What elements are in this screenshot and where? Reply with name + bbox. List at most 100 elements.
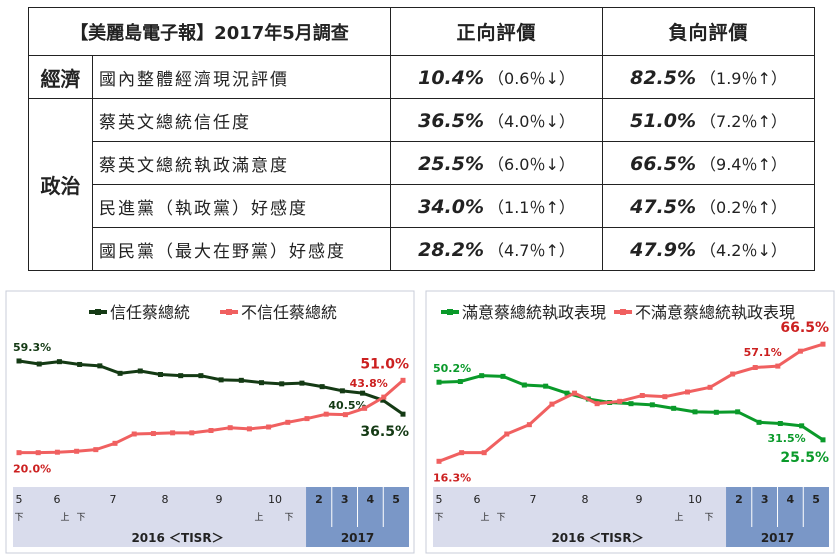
category-economy: 經濟: [28, 55, 93, 99]
x-tick-label: 2: [735, 493, 743, 506]
header-negative: 負向評價: [602, 7, 815, 56]
x-tick-label: 4: [787, 493, 795, 506]
data-point: [775, 363, 781, 369]
x-tick-label: 7: [110, 493, 117, 506]
year-label-2016: 2016 ＜TISR＞: [131, 531, 223, 545]
point-label: 40.5%: [328, 399, 366, 412]
legend-label: 信任蔡總統: [110, 303, 190, 322]
data-point: [671, 405, 677, 411]
data-point: [730, 371, 736, 377]
point-label: 43.8%: [350, 377, 388, 390]
data-point: [797, 348, 803, 354]
negative-value: 51.0%: [630, 110, 697, 132]
data-point: [526, 422, 532, 428]
positive-cell: 34.0% （1.1％↑）: [390, 184, 603, 228]
year-band-2016: [433, 527, 727, 547]
legend-marker: [226, 309, 233, 315]
x-tick-label: 3: [341, 493, 349, 506]
positive-cell: 36.5% （4.0％↓）: [390, 98, 603, 142]
table-row: 政治 蔡英文總統信任度 36.5% （4.0％↓） 51.0% （7.2％↑）: [28, 98, 815, 271]
x-half-label: 下: [496, 513, 505, 523]
data-point: [639, 393, 645, 398]
data-point: [362, 405, 368, 411]
x-tick-label: 2: [315, 493, 323, 506]
negative-value: 82.5%: [630, 67, 697, 89]
x-half-label: 上: [480, 512, 489, 523]
x-tick-label: 4: [367, 493, 375, 506]
positive-change: （4.7％↑）: [488, 241, 575, 260]
year-label-2017: 2017: [341, 531, 374, 545]
data-point: [820, 341, 826, 347]
trust-line-chart: 信任蔡總統 不信任蔡總統 59.3% 40.5% 36.5% 20.0% 43.8% 51.0…: [5, 290, 415, 554]
positive-cell: 25.5% （6.0％↓）: [390, 141, 603, 185]
legend-item: 信任蔡總統: [89, 303, 190, 322]
x-tick-label: 9: [636, 493, 643, 506]
data-point: [137, 368, 143, 374]
data-point: [594, 401, 600, 407]
data-point: [380, 397, 386, 403]
survey-table: 【美麗島電子報】2017年5月調查 正向評價 負向評價 經濟 國內整體經濟現況評…: [28, 7, 815, 271]
x-tick-label: 6: [54, 493, 61, 506]
data-point: [342, 412, 348, 418]
row-item: 蔡英文總統執政滿意度: [92, 141, 391, 185]
positive-value: 28.2%: [418, 239, 485, 261]
data-point: [564, 390, 570, 396]
point-label: 51.0%: [360, 356, 409, 372]
negative-cell: 47.5% （0.2％↑）: [602, 184, 815, 228]
x-tick-label: 10: [688, 493, 702, 506]
data-point: [266, 424, 272, 430]
point-label: 57.1%: [744, 346, 782, 359]
x-half-label: 上: [674, 512, 683, 523]
x-tick-label: 3: [761, 493, 769, 506]
data-point: [756, 419, 762, 425]
data-point: [299, 380, 305, 386]
satisfaction-line-chart: 滿意蔡總統執政表現 不滿意蔡總統執政表現 50.2% 31.5% 25.5% 16.3% 5…: [425, 290, 835, 554]
data-point: [500, 373, 506, 379]
data-point: [112, 440, 118, 446]
positive-change: （6.0％↓）: [488, 155, 575, 174]
legend-marker: [620, 309, 627, 315]
data-point: [521, 382, 527, 388]
data-point: [752, 365, 758, 370]
data-point: [400, 411, 406, 417]
data-point: [279, 381, 285, 387]
data-point: [820, 437, 826, 443]
data-point: [323, 411, 329, 417]
point-label: 66.5%: [780, 320, 829, 336]
data-point: [649, 402, 655, 408]
data-point: [36, 361, 42, 367]
category-politics: 政治: [28, 98, 93, 271]
data-point: [339, 388, 345, 394]
data-point: [74, 448, 80, 454]
row-item: 民進黨（執政黨）好感度: [92, 184, 391, 228]
negative-change: （9.4％↑）: [700, 155, 787, 174]
data-point: [628, 401, 634, 407]
data-point: [543, 383, 549, 389]
negative-value: 47.9%: [630, 239, 697, 261]
axis-band-2016: [433, 487, 727, 527]
data-point: [198, 373, 204, 379]
negative-change: （1.9％↑）: [700, 69, 787, 88]
legend-item: 滿意蔡總統執政表現: [441, 303, 606, 322]
legend-label: 滿意蔡總統執政表現: [462, 303, 606, 322]
table-header-row: 【美麗島電子報】2017年5月調查 正向評價 負向評價: [28, 7, 815, 56]
x-half-label: 下: [14, 513, 23, 523]
data-point: [360, 390, 366, 396]
table-row: 蔡英文總統執政滿意度 25.5% （6.0％↓） 66.5% （9.4％↑）: [29, 141, 815, 185]
data-point: [707, 384, 713, 390]
data-point: [735, 409, 741, 415]
point-label: 31.5%: [767, 432, 805, 445]
x-tick-label: 10: [268, 493, 282, 506]
point-label: 36.5%: [360, 424, 409, 440]
legend-label: 不信任蔡總統: [241, 303, 337, 322]
x-tick-label: 5: [812, 493, 820, 506]
point-label: 59.3%: [13, 341, 51, 354]
data-point: [259, 380, 265, 386]
data-point: [56, 359, 62, 365]
year-label-2017: 2017: [761, 531, 794, 545]
negative-cell: 66.5% （9.4％↑）: [602, 141, 815, 185]
data-point: [170, 430, 176, 436]
point-label: 16.3%: [433, 471, 471, 484]
x-tick-label: 8: [582, 493, 589, 506]
data-point: [436, 379, 442, 385]
